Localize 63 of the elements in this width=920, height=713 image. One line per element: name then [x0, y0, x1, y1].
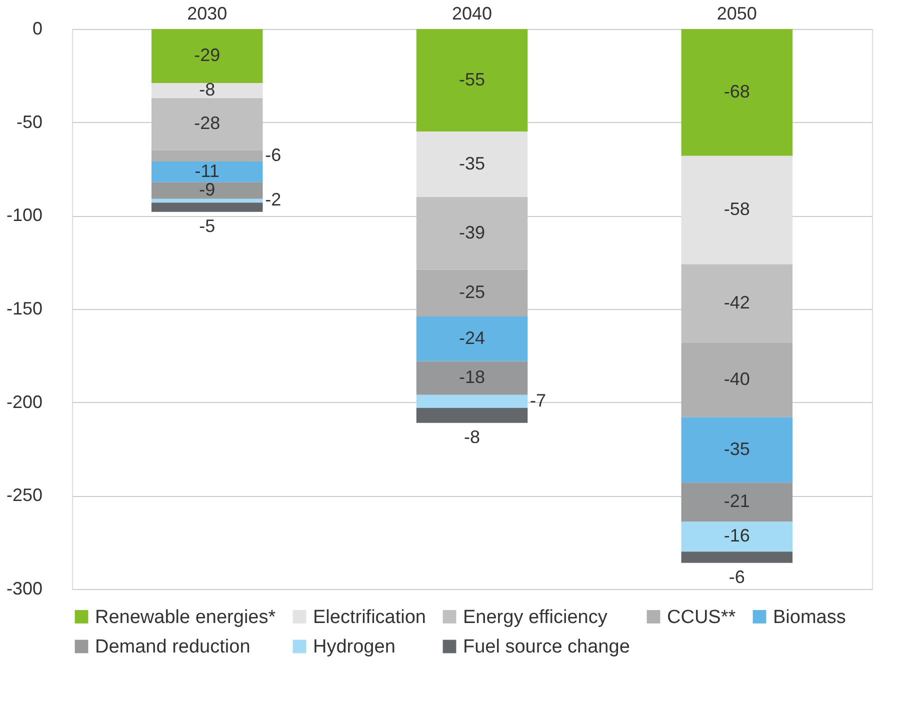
bar — [681, 552, 793, 563]
x-tick-label: 2050 — [716, 4, 757, 24]
data-label: -9 — [199, 179, 216, 200]
data-label: -8 — [199, 80, 216, 100]
legend-label: Electrification — [313, 606, 426, 628]
bar — [416, 316, 528, 362]
legend-label: CCUS** — [667, 606, 736, 628]
bar — [416, 29, 528, 132]
data-label: -5 — [199, 216, 216, 236]
bar — [681, 482, 793, 522]
data-label: -68 — [724, 81, 750, 102]
data-label: -2 — [265, 190, 282, 210]
data-label: -21 — [724, 491, 750, 512]
data-label: -8 — [464, 426, 480, 447]
y-tick-label: -300 — [6, 578, 42, 598]
bar — [681, 156, 793, 264]
legend-label: Fuel source change — [463, 636, 630, 658]
bar — [151, 182, 263, 199]
y-tick-label: -150 — [6, 298, 42, 318]
bar — [416, 132, 528, 197]
bar — [151, 202, 263, 212]
legend-label: Energy efficiency — [463, 606, 608, 628]
data-label: -55 — [458, 69, 486, 90]
legend-label: Demand reduction — [95, 636, 250, 658]
bar — [151, 150, 263, 162]
y-tick-label: 0 — [32, 18, 42, 38]
y-tick-label: -200 — [6, 392, 42, 412]
data-label: -35 — [724, 438, 750, 459]
data-label: -25 — [458, 282, 486, 302]
data-label: -24 — [458, 328, 486, 348]
data-label: -6 — [728, 566, 745, 587]
bar — [151, 162, 263, 182]
data-label: -35 — [458, 153, 486, 174]
bar — [681, 29, 793, 156]
x-tick-label: 2040 — [452, 4, 492, 24]
bar — [416, 408, 528, 423]
y-tick-label: -250 — [6, 485, 42, 506]
data-label: -7 — [530, 390, 546, 410]
data-label: -58 — [724, 199, 750, 220]
legend-label: Biomass — [773, 606, 846, 628]
data-label: -6 — [265, 144, 282, 165]
data-label: -16 — [724, 526, 750, 546]
legend-label: Renewable energies* — [95, 606, 276, 628]
data-label: -29 — [194, 45, 220, 66]
bar — [681, 417, 793, 483]
bar — [681, 342, 793, 418]
data-label: -39 — [458, 222, 486, 242]
bar — [416, 394, 528, 408]
bar — [416, 270, 528, 316]
data-label: -42 — [724, 292, 750, 312]
data-label: -11 — [194, 160, 220, 181]
bar — [681, 522, 793, 552]
data-label: -18 — [458, 367, 486, 388]
data-label: -28 — [194, 113, 220, 134]
bar — [151, 198, 263, 203]
bar — [151, 29, 263, 84]
data-label: -40 — [724, 368, 750, 389]
legend-label: Hydrogen — [313, 636, 396, 658]
y-tick-label: -50 — [16, 112, 42, 132]
bar — [151, 83, 263, 98]
x-tick-label: 2030 — [187, 4, 228, 24]
y-tick-label: -100 — [6, 205, 42, 226]
bar — [416, 361, 528, 395]
